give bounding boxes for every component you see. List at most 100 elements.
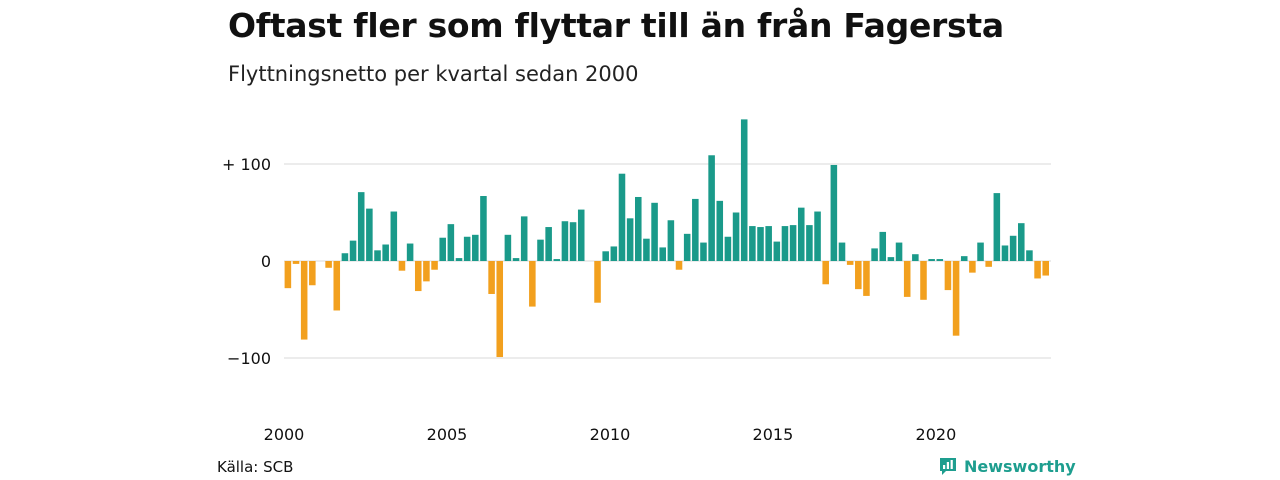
bar [300,261,308,340]
bar [814,211,821,261]
bar [985,261,992,267]
bar [683,233,691,261]
bar [488,261,495,294]
bar [512,258,520,261]
bar [366,208,373,261]
bar [765,226,772,261]
bar [569,222,577,261]
x-tick-label: 2005 [427,425,468,444]
bar [626,218,634,261]
bar [757,227,764,261]
bar [357,192,365,261]
newsworthy-logo[interactable]: Newsworthy [938,456,1076,476]
bar [406,243,414,261]
bar [618,173,626,261]
bar [423,261,430,282]
bar [309,261,316,286]
chart-subtitle: Flyttningsnetto per kvartal sedan 2000 [228,62,639,86]
bar [602,251,609,261]
bar [447,224,455,261]
bar [977,242,984,261]
bar [463,236,471,261]
bar [895,242,903,261]
bar [846,261,854,265]
bar [969,261,976,273]
bar [700,242,707,261]
bar [822,261,829,285]
bar [610,246,618,261]
bar [594,261,601,303]
bar [480,196,487,261]
bar [920,261,927,300]
bar [1042,261,1049,276]
bar [789,225,797,261]
bar [912,254,919,261]
bar [781,226,789,261]
x-axis-labels: 2000 2005 2010 2015 2020 [264,425,957,444]
bar [1026,250,1033,261]
bar [520,216,528,261]
bar [855,261,862,290]
bar [740,119,748,261]
bar [398,261,406,271]
bar [414,261,422,292]
bar [333,261,341,311]
bar [830,164,838,261]
bar [732,212,740,261]
bar [455,258,463,261]
source-note: Källa: SCB [217,458,294,476]
y-axis-labels: + 100 0 −100 [222,155,271,368]
bar [903,261,911,297]
y-tick-label: + 100 [222,155,271,174]
x-tick-label: 2000 [264,425,305,444]
y-tick-label: 0 [261,252,271,271]
bar [1009,235,1017,261]
bar [675,261,683,270]
bar [537,239,544,261]
bar [504,234,512,261]
bar [993,193,1001,261]
chart-title: Oftast fler som flyttar till än från Fag… [228,6,1004,45]
bar [1018,223,1025,261]
bar [1034,261,1041,279]
y-tick-label: −100 [227,349,271,368]
bar [292,261,300,264]
bar [553,259,561,261]
bar [936,259,944,261]
bar [960,256,968,261]
bar [871,248,878,261]
bar [838,242,846,261]
bar [431,261,438,270]
bars [284,119,1049,358]
brand-name: Newsworthy [964,456,1076,476]
bar [472,234,479,261]
x-tick-label: 2020 [916,425,957,444]
bar [879,231,887,261]
bar [944,261,952,291]
bar [708,155,715,261]
bar [928,259,935,261]
bar [797,207,805,261]
bar [659,247,666,261]
bar [643,238,650,261]
bar [577,209,585,261]
bar [374,250,381,261]
x-tick-label: 2010 [590,425,631,444]
x-tick-label: 2015 [753,425,794,444]
bar [952,261,960,336]
bar [529,261,536,307]
bar [382,244,389,261]
bar [325,261,332,268]
bar [863,261,870,296]
bar [439,237,446,261]
bar [651,202,658,261]
bar [561,221,569,261]
bar [349,240,357,261]
bar [390,211,398,261]
newsworthy-logo-icon [940,458,956,475]
bar [341,253,349,261]
bar [887,257,895,261]
bar [724,236,732,261]
bar [284,261,292,289]
